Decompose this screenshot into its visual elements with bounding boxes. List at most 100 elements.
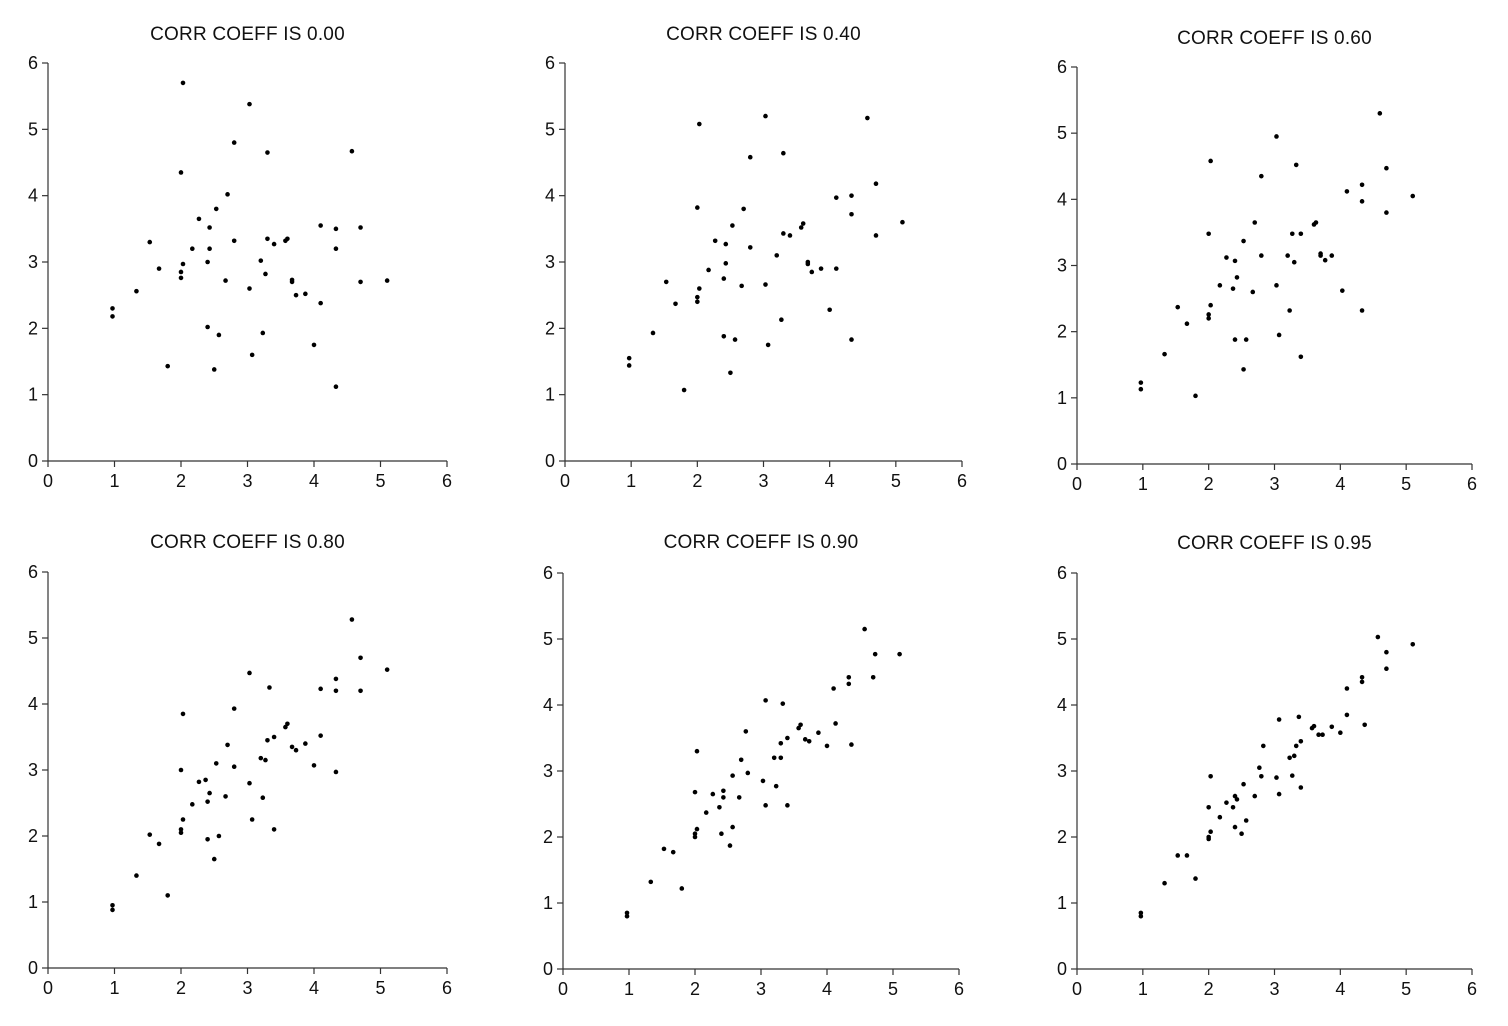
data-point [134,873,139,878]
data-point [763,698,768,703]
data-point [1206,312,1211,317]
data-point [156,841,162,847]
data-point [1384,649,1389,655]
y-tick-label: 2 [28,826,38,846]
data-point [216,833,222,839]
data-point [333,246,339,252]
y-tick-label: 1 [545,385,555,405]
x-tick-label: 3 [242,978,252,998]
data-point [780,701,786,706]
data-point [147,239,153,245]
x-tick-label: 4 [1335,474,1345,494]
data-point [692,834,698,840]
data-point [673,301,678,307]
data-point [1276,332,1282,338]
data-point [1298,354,1304,360]
data-point [293,747,299,753]
data-point [721,333,727,339]
x-tick-label: 1 [109,471,119,491]
data-point [703,810,709,815]
data-point [730,824,735,830]
data-point [1259,173,1264,179]
y-tick-label: 1 [28,892,38,912]
panel-title: CORR COEFF IS 0.95 [1177,533,1372,554]
data-point [211,367,217,372]
data-point [1232,793,1238,799]
data-point [271,241,277,247]
data-point [249,817,255,822]
data-point [1217,283,1223,288]
y-tick-label: 4 [1057,189,1067,209]
data-point [728,370,733,376]
x-tick-label: 0 [1072,474,1082,494]
data-point [1241,367,1246,372]
data-point [695,294,700,300]
data-point [333,688,339,694]
scatter-plot: 0 1 2 3 4 5 6 0 1 2 3 4 5 6 [545,53,967,491]
y-tick-label: 5 [1057,629,1067,649]
x-tick-label: 6 [957,471,967,491]
y-tick-label: 0 [543,959,553,979]
data-point [849,193,854,198]
data-point [846,674,852,680]
y-tick-label: 1 [1057,388,1067,408]
data-point [1175,304,1181,310]
data-point [333,769,339,775]
y-tick-label: 5 [545,119,555,139]
x-tick-label: 2 [176,471,186,491]
data-point [178,275,184,281]
data-point [1239,831,1244,836]
data-point [773,783,779,789]
data-point [1298,231,1304,237]
y-tick-label: 6 [28,562,38,582]
data-point [798,722,803,728]
data-point [249,352,255,358]
data-point [1193,393,1198,399]
data-point [1175,853,1181,858]
data-point [1410,193,1416,199]
data-point [216,332,222,338]
y-tick-label: 6 [1057,57,1067,77]
data-point [1232,824,1238,830]
data-point [747,245,753,250]
data-point [318,223,323,228]
data-point [1208,158,1213,164]
data-point [231,140,237,145]
data-point [207,246,212,252]
data-point [710,791,716,797]
y-tick-label: 2 [1057,322,1067,342]
y-tick-label: 2 [1057,827,1067,847]
data-point [736,795,742,800]
data-point [1287,755,1292,761]
x-tick-label: 0 [43,978,53,998]
panel-title: CORR COEFF IS 0.40 [666,24,861,45]
data-point [231,238,237,244]
data-point [271,734,277,740]
data-point [697,121,702,127]
data-point [648,879,654,885]
data-point [873,181,879,187]
data-point [1291,259,1297,265]
data-point [730,773,735,778]
data-point [147,832,153,837]
x-tick-label: 0 [43,471,53,491]
data-point [1298,739,1304,744]
y-tick-label: 2 [543,827,553,847]
data-point [258,258,264,263]
data-point [225,742,230,748]
x-tick-label: 3 [1269,474,1279,494]
data-point [178,767,184,773]
data-point [692,831,698,836]
data-point [1289,773,1295,778]
x-tick-label: 3 [242,471,252,491]
data-point [1384,666,1389,671]
data-point [1138,910,1144,916]
data-point [1234,275,1240,280]
y-tick-label: 6 [28,53,38,73]
data-point [1362,722,1367,728]
y-tick-label: 3 [543,761,553,781]
data-point [1206,231,1211,237]
data-point [247,286,252,291]
data-point [110,306,115,311]
